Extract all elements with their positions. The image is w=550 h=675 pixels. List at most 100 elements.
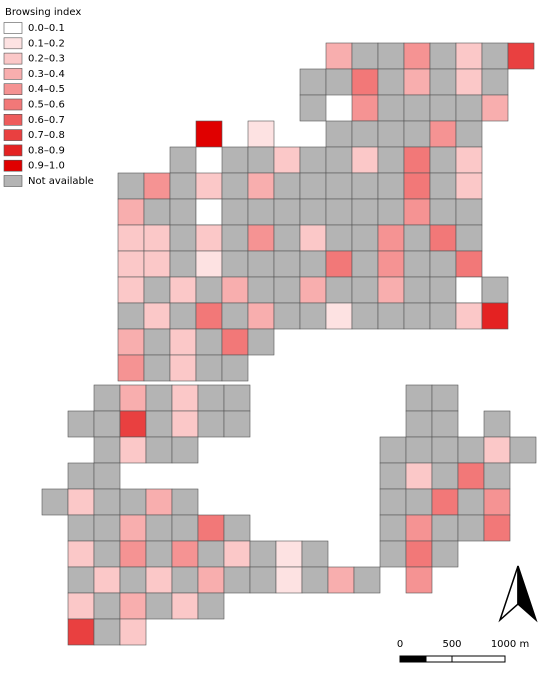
map-cell [325, 146, 353, 174]
legend-label: 0.2–0.3 [28, 54, 65, 65]
map-cell [67, 592, 95, 620]
map-cell [403, 198, 431, 226]
map-cell [119, 540, 147, 568]
map-cell [221, 354, 249, 382]
map-cell [299, 198, 327, 226]
map-cell [403, 172, 431, 200]
map-cell [223, 566, 251, 594]
map-cell [481, 302, 509, 330]
map-cell [221, 224, 249, 252]
map-cell [455, 94, 483, 122]
map-cell [429, 68, 457, 96]
map-cell [377, 276, 405, 304]
map-cell [145, 410, 173, 438]
map-cell [325, 42, 353, 70]
map-cell [455, 250, 483, 278]
map-cell [169, 146, 197, 174]
map-cell [247, 120, 275, 148]
map-cell [273, 276, 301, 304]
map-cell [455, 146, 483, 174]
map-cell [67, 566, 95, 594]
map-cell [431, 384, 459, 412]
map-cell [429, 120, 457, 148]
map-cell [169, 328, 197, 356]
map-cell [169, 276, 197, 304]
map-cell [145, 488, 173, 516]
map-cell [195, 328, 223, 356]
legend-swatch [3, 144, 23, 157]
map-cell [403, 146, 431, 174]
map-cell [119, 618, 147, 646]
map-cell [41, 488, 69, 516]
map-cell [143, 276, 171, 304]
map-cell [299, 250, 327, 278]
map-cell [93, 618, 121, 646]
map-cell [249, 540, 277, 568]
map-cell [405, 384, 433, 412]
map-cell [119, 436, 147, 464]
legend-swatch [3, 83, 23, 95]
map-cell [403, 120, 431, 148]
map-cell [431, 462, 459, 490]
map-cell [457, 514, 485, 542]
map-cell [117, 172, 145, 200]
map-cell [403, 224, 431, 252]
map-cell [143, 302, 171, 330]
map-cell [431, 410, 459, 438]
map-cell [171, 514, 199, 542]
map-cell [195, 250, 223, 278]
map-cell [117, 224, 145, 252]
map-cell [247, 302, 275, 330]
map-cell [195, 354, 223, 382]
map-cell [429, 224, 457, 252]
map-cell [353, 566, 381, 594]
map-cell [429, 198, 457, 226]
map-cell [377, 172, 405, 200]
map-cell [247, 250, 275, 278]
map-cell [221, 198, 249, 226]
map-cell [93, 514, 121, 542]
map-cell [171, 566, 199, 594]
map-cell [221, 250, 249, 278]
map-cell [325, 250, 353, 278]
map-cell [403, 302, 431, 330]
map-cell [273, 250, 301, 278]
legend-label: 0.5–0.6 [28, 100, 65, 111]
map-cell [169, 224, 197, 252]
map-cell [247, 328, 275, 356]
map-cell [325, 68, 353, 96]
map-cell [403, 68, 431, 96]
map-cell [481, 42, 509, 70]
map-cell [403, 94, 431, 122]
map-cell [351, 120, 379, 148]
map-cell [117, 276, 145, 304]
map-cell [273, 224, 301, 252]
map-cell [93, 540, 121, 568]
map-cell [377, 146, 405, 174]
map-cell [377, 250, 405, 278]
map-cell [377, 224, 405, 252]
map-cell [169, 172, 197, 200]
map-cell [377, 42, 405, 70]
map-cell [195, 302, 223, 330]
map-cell [145, 384, 173, 412]
map-cell [143, 172, 171, 200]
map-cell [67, 540, 95, 568]
scale-outline [399, 655, 506, 663]
map-cell [197, 384, 225, 412]
map-cell [67, 514, 95, 542]
map-cell [67, 410, 95, 438]
map-cell [117, 250, 145, 278]
legend-label: 0.9–1.0 [28, 161, 65, 172]
map-cell [299, 172, 327, 200]
map-cell [455, 224, 483, 252]
map-cell [299, 276, 327, 304]
map-cell [143, 328, 171, 356]
map-cell [379, 488, 407, 516]
map-cell [377, 302, 405, 330]
map-cell [117, 198, 145, 226]
map-cell [301, 540, 329, 568]
map-cell [405, 410, 433, 438]
scale-label: 500 [442, 639, 461, 650]
map-cell [405, 566, 433, 594]
